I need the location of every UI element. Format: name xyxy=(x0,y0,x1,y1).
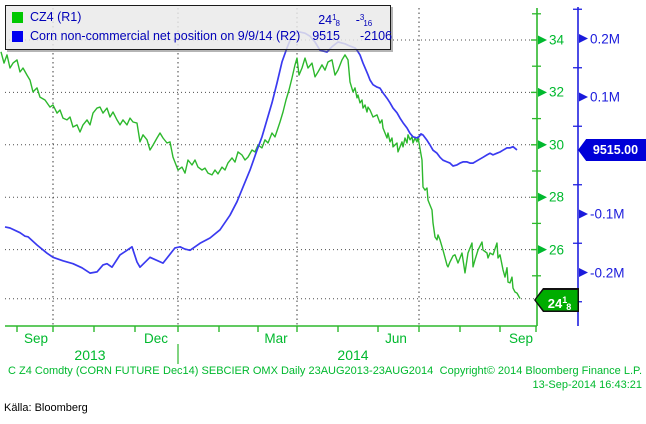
cz4-series-label: CZ4 (R1) xyxy=(30,10,82,24)
r2-tick-arrow xyxy=(579,209,588,219)
source-caption: Källa: Bloomberg xyxy=(4,402,88,414)
r1-tick-arrow xyxy=(538,192,547,202)
corn-net-series-label: Corn non-commercial net position on 9/9/… xyxy=(30,29,301,43)
r1-tick-arrow xyxy=(538,140,547,150)
chart-legend: CZ4 (R1) 2418 -316 Corn non-commercial n… xyxy=(5,5,392,50)
cz4-change-value: -316 xyxy=(355,13,373,28)
corn-net-change-value: -2106 xyxy=(360,29,392,43)
cz4-last-value: 2418 xyxy=(318,13,340,28)
r2-tick-arrow xyxy=(579,34,588,43)
corn-net-position-line xyxy=(4,31,518,274)
last-price-marker-label: 2418 xyxy=(535,289,578,311)
r2-tick-arrow xyxy=(579,92,588,102)
r1-tick-arrow xyxy=(538,245,547,255)
legend-row-cz4[interactable]: CZ4 (R1) 2418 -316 xyxy=(6,8,390,28)
footer-timestamp: 13-Sep-2014 16:43:21 xyxy=(532,379,642,391)
r1-tick-arrow xyxy=(538,35,547,45)
footer-copyright: Copyright© 2014 Bloomberg Finance L.P. xyxy=(439,365,642,377)
footer-instrument-left: C Z4 Comdty (CORN FUTURE xyxy=(8,365,160,377)
net-position-marker: 9515.00 xyxy=(578,139,646,161)
r1-tick-arrow xyxy=(538,87,547,97)
corn-net-last-value: 9515 xyxy=(312,29,340,43)
cz4-series-swatch xyxy=(12,12,23,23)
legend-row-corn-net[interactable]: Corn non-commercial net position on 9/9/… xyxy=(6,27,392,46)
cz4-price-line xyxy=(0,51,521,299)
r2-tick-arrow xyxy=(579,268,588,277)
footer-instrument-right: Dec14) SEBCIER OMX Daily 23AUG2013-23AUG… xyxy=(163,365,434,377)
corn-net-series-swatch xyxy=(12,31,23,42)
last-price-marker: 2418 xyxy=(534,288,579,312)
